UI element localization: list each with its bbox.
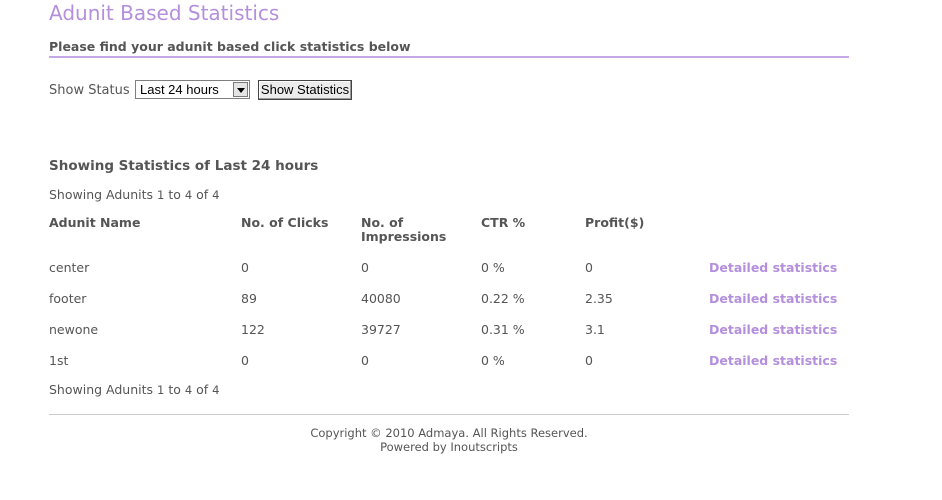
cell-profit: 0: [585, 260, 593, 275]
column-header-impressions: No. of Impressions: [361, 216, 446, 244]
cell-ctr: 0 %: [481, 260, 505, 275]
detailed-statistics-link[interactable]: Detailed statistics: [709, 291, 838, 306]
column-header-profit: Profit($): [585, 215, 645, 230]
paging-to: 4: [184, 188, 193, 202]
title-divider: [49, 56, 849, 58]
cell-ctr: 0.22 %: [481, 291, 525, 306]
paging-prefix: Showing Adunits: [49, 382, 158, 397]
dropdown-arrow-icon[interactable]: [233, 82, 248, 97]
cell-adunit-name: footer: [49, 291, 87, 306]
cell-impressions: 40080: [361, 291, 401, 306]
paging-of-word: of: [192, 382, 213, 397]
column-header-clicks: No. of Clicks: [241, 215, 329, 230]
detailed-statistics-link[interactable]: Detailed statistics: [709, 260, 838, 275]
paging-info-bottom: Showing Adunits 1 to 4 of 4: [49, 382, 220, 397]
page-title: Adunit Based Statistics: [49, 1, 280, 25]
footer-powered-by: Powered by Inoutscripts: [49, 440, 849, 454]
paging-of-word: of: [192, 187, 213, 202]
column-header-ctr: CTR %: [481, 215, 526, 230]
cell-ctr: 0 %: [481, 353, 505, 368]
cell-impressions: 0: [361, 353, 369, 368]
paging-to-word: to: [164, 187, 185, 202]
cell-impressions: 39727: [361, 322, 401, 337]
cell-adunit-name: center: [49, 260, 90, 275]
paging-total: 4: [212, 383, 220, 397]
cell-ctr: 0.31 %: [481, 322, 525, 337]
show-statistics-button[interactable]: Show Statistics: [258, 80, 352, 100]
show-status-label: Show Status: [49, 83, 130, 98]
cell-impressions: 0: [361, 260, 369, 275]
cell-clicks: 89: [241, 291, 257, 306]
cell-clicks: 0: [241, 353, 249, 368]
cell-profit: 0: [585, 353, 593, 368]
paging-total: 4: [212, 188, 220, 202]
paging-from: 1: [157, 188, 165, 202]
paging-to-word: to: [164, 382, 185, 397]
detailed-statistics-link[interactable]: Detailed statistics: [709, 353, 838, 368]
column-header-adunit-name: Adunit Name: [49, 215, 141, 230]
page-subtitle: Please find your adunit based click stat…: [49, 39, 411, 54]
paging-prefix: Showing Adunits: [49, 187, 158, 202]
cell-adunit-name: newone: [49, 322, 99, 337]
paging-to: 4: [184, 383, 193, 397]
status-period-select[interactable]: Last 24 hours: [135, 80, 250, 99]
paging-from: 1: [157, 383, 165, 397]
column-header-impressions-line2: Impressions: [361, 229, 447, 244]
cell-clicks: 0: [241, 260, 249, 275]
cell-profit: 3.1: [585, 322, 605, 337]
cell-profit: 2.35: [585, 291, 613, 306]
cell-adunit-name: 1st: [49, 353, 69, 368]
column-header-impressions-line1: No. of: [361, 215, 404, 230]
cell-clicks: 122: [241, 322, 265, 337]
powered-by-label: Powered by: [380, 440, 451, 454]
detailed-statistics-link[interactable]: Detailed statistics: [709, 322, 838, 337]
statistics-heading: Showing Statistics of Last 24 hours: [49, 158, 319, 174]
powered-by-link[interactable]: Inoutscripts: [450, 440, 518, 454]
status-period-selected-value: Last 24 hours: [140, 82, 219, 97]
paging-info-top: Showing Adunits 1 to 4 of 4: [49, 187, 220, 202]
footer-divider: [49, 414, 849, 415]
footer-copyright: Copyright © 2010 Admaya. All Rights Rese…: [310, 426, 588, 440]
